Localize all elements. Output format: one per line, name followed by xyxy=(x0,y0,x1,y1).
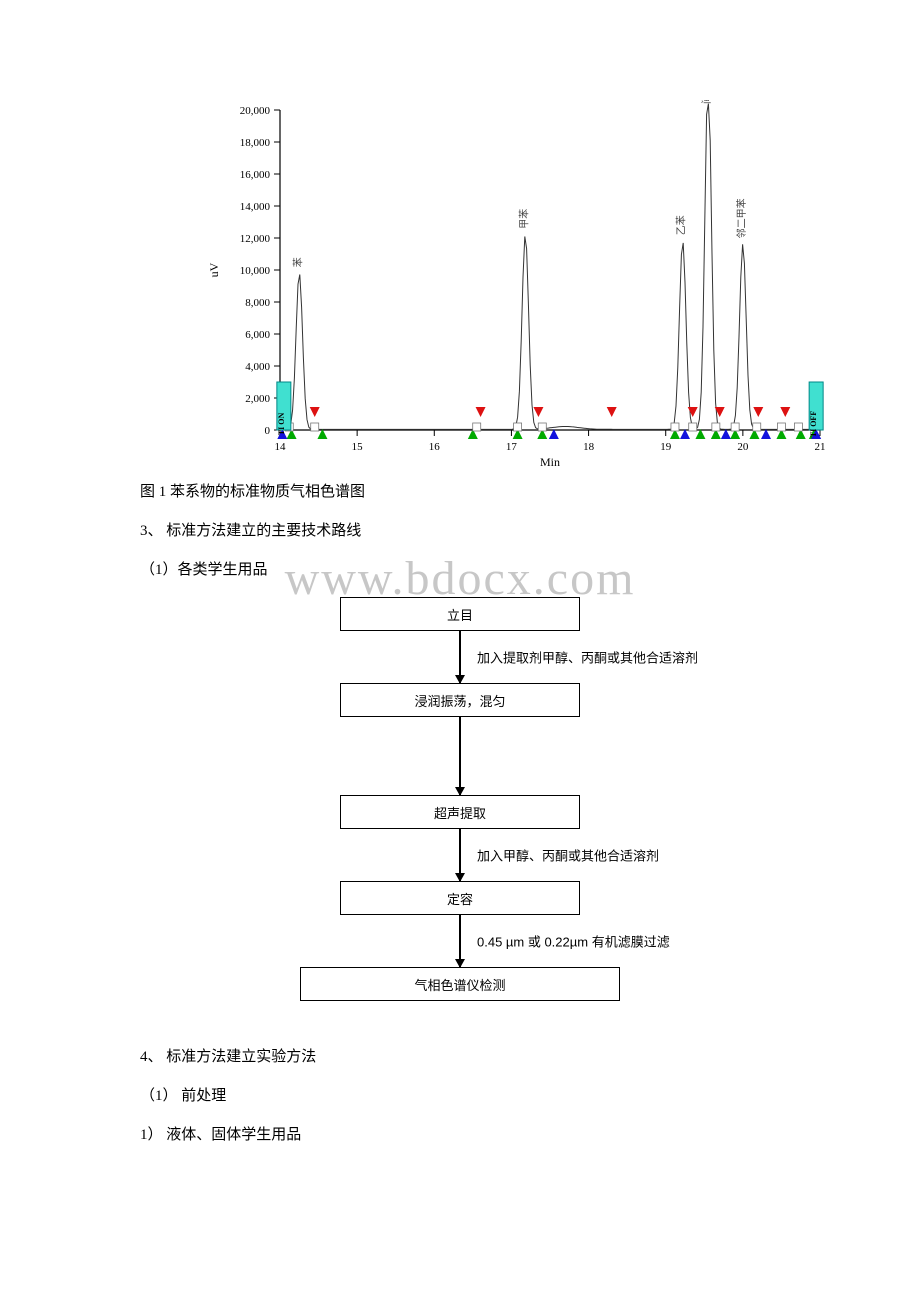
chart-svg: 0 2,000 4,000 6,000 8,000 10,000 12,000 14,000 1… xyxy=(200,100,840,470)
svg-text:18,000: 18,000 xyxy=(240,137,271,149)
flow-step-4: 气相色谱仪检测 xyxy=(300,967,620,1001)
svg-text:4,000: 4,000 xyxy=(245,361,270,373)
flow-step-0: 立目 xyxy=(340,597,580,631)
flow-arrow-label-0: 加入提取剂甲醇、丙酮或其他合适溶剂 xyxy=(477,648,698,667)
figure-caption: 图 1 苯系物的标准物质气相色谱图 xyxy=(140,476,780,509)
flow-arrow-3: 0.45 µm 或 0.22µm 有机滤膜过滤 xyxy=(459,915,461,967)
svg-text:乙苯: 乙苯 xyxy=(675,215,688,235)
svg-text:间、对二甲苯: 间、对二甲苯 xyxy=(700,100,713,104)
svg-text:20: 20 xyxy=(737,441,749,453)
svg-text:8,000: 8,000 xyxy=(245,297,270,309)
svg-text:TI ON: TI ON xyxy=(277,413,286,436)
svg-text:16,000: 16,000 xyxy=(240,169,271,181)
svg-text:uV: uV xyxy=(207,262,221,277)
flow-arrow-label-3: 0.45 µm 或 0.22µm 有机滤膜过滤 xyxy=(477,932,670,951)
svg-text:10,000: 10,000 xyxy=(240,265,271,277)
svg-text:Min: Min xyxy=(540,455,560,469)
svg-text:14: 14 xyxy=(275,441,287,453)
flowchart: www.bdocx.com 立目加入提取剂甲醇、丙酮或其他合适溶剂浸润振荡，混匀… xyxy=(210,597,710,1001)
flow-arrow-0: 加入提取剂甲醇、丙酮或其他合适溶剂 xyxy=(459,631,461,683)
svg-text:20,000: 20,000 xyxy=(240,105,271,117)
svg-text:苯: 苯 xyxy=(291,257,304,267)
svg-text:6,000: 6,000 xyxy=(245,329,270,341)
svg-text:0: 0 xyxy=(265,425,271,437)
section-3-title: 3、 标准方法建立的主要技术路线 xyxy=(140,515,780,548)
flow-arrow-label-2: 加入甲醇、丙酮或其他合适溶剂 xyxy=(477,846,659,865)
section-4-sub-1-1: 1） 液体、固体学生用品 xyxy=(140,1119,780,1152)
section-4-sub-1: （1） 前处理 xyxy=(140,1080,780,1113)
svg-text:21: 21 xyxy=(815,441,826,453)
svg-text:16: 16 xyxy=(429,441,441,453)
svg-text:邻二甲苯: 邻二甲苯 xyxy=(735,198,748,238)
svg-text:19: 19 xyxy=(660,441,672,453)
section-3-sub-1: （1）各类学生用品 xyxy=(140,554,780,587)
svg-text:14,000: 14,000 xyxy=(240,201,271,213)
flow-step-1: 浸润振荡，混匀 xyxy=(340,683,580,717)
svg-text:15: 15 xyxy=(352,441,364,453)
svg-text:TI OFF: TI OFF xyxy=(809,411,818,438)
svg-text:18: 18 xyxy=(583,441,595,453)
chromatogram-chart: 0 2,000 4,000 6,000 8,000 10,000 12,000 14,000 1… xyxy=(200,100,840,470)
svg-text:2,000: 2,000 xyxy=(245,393,270,405)
flow-arrow-2: 加入甲醇、丙酮或其他合适溶剂 xyxy=(459,829,461,881)
section-4-title: 4、 标准方法建立实验方法 xyxy=(140,1041,780,1074)
svg-text:17: 17 xyxy=(506,441,518,453)
svg-text:12,000: 12,000 xyxy=(240,233,271,245)
flow-step-2: 超声提取 xyxy=(340,795,580,829)
flow-arrow-1 xyxy=(459,717,461,795)
svg-text:甲苯: 甲苯 xyxy=(517,209,530,229)
flow-step-3: 定容 xyxy=(340,881,580,915)
